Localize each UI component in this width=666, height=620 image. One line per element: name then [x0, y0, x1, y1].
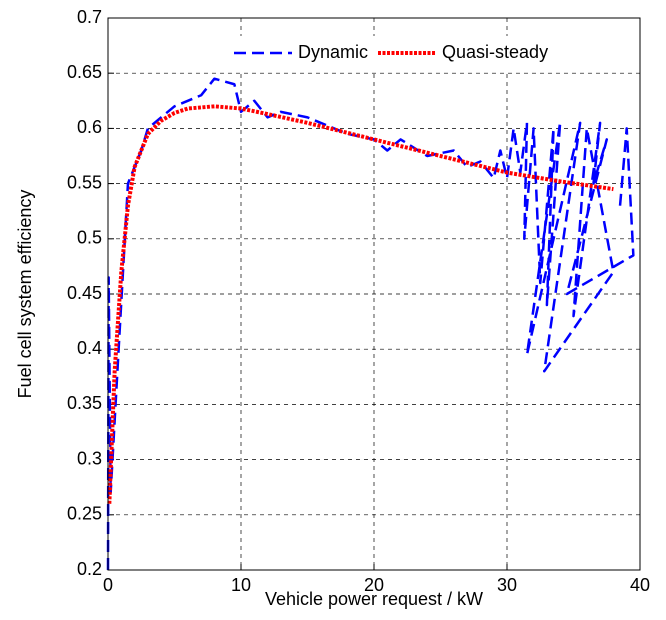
x-tick-label: 30	[497, 575, 517, 595]
x-tick-label: 20	[364, 575, 384, 595]
x-axis-label: Vehicle power request / kW	[265, 589, 483, 609]
legend-label: Dynamic	[298, 42, 368, 62]
legend-label: Quasi-steady	[442, 42, 548, 62]
y-tick-label: 0.3	[77, 448, 102, 468]
x-tick-label: 10	[231, 575, 251, 595]
y-tick-label: 0.5	[77, 228, 102, 248]
y-tick-label: 0.6	[77, 117, 102, 137]
x-tick-label: 0	[103, 575, 113, 595]
y-tick-label: 0.25	[67, 504, 102, 524]
y-tick-label: 0.4	[77, 338, 102, 358]
y-tick-label: 0.65	[67, 62, 102, 82]
axes-box	[107, 17, 641, 571]
y-tick-label: 0.45	[67, 283, 102, 303]
y-axis-label: Fuel cell system efficiency	[15, 190, 35, 399]
y-tick-label: 0.35	[67, 393, 102, 413]
y-tick-label: 0.55	[67, 172, 102, 192]
series-line	[106, 77, 635, 571]
y-tick-label: 0.7	[77, 7, 102, 27]
y-tick-label: 0.2	[77, 559, 102, 579]
x-tick-label: 40	[630, 575, 650, 595]
